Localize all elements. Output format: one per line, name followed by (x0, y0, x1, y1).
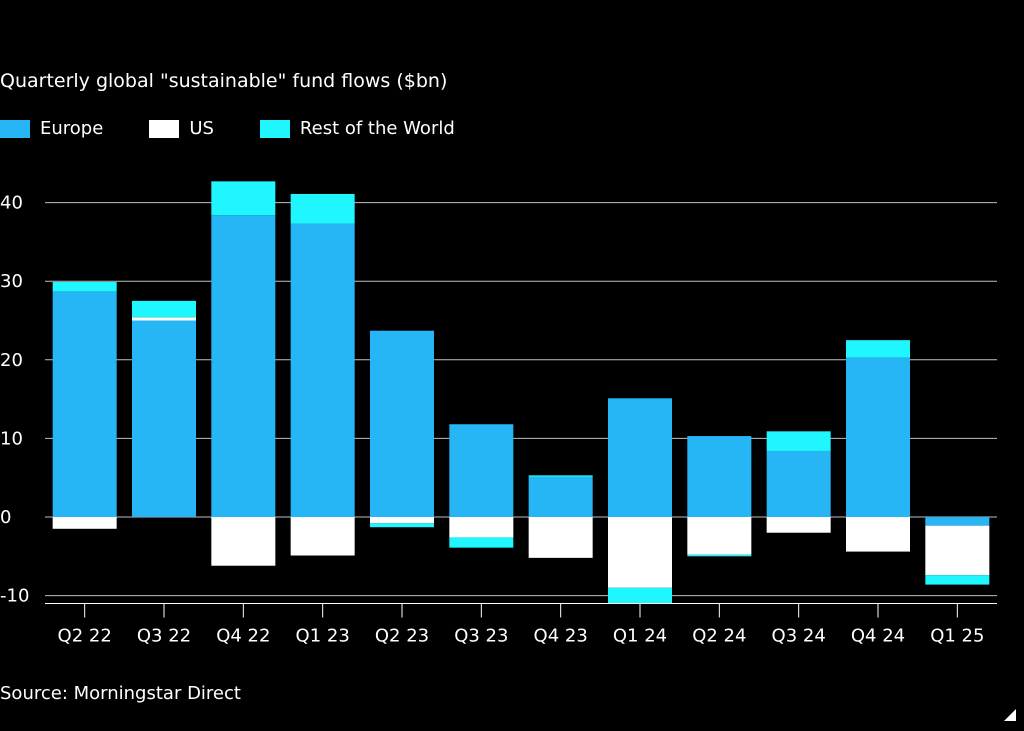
bar-us (687, 517, 752, 555)
x-tick-label: Q1 25 (930, 625, 984, 646)
legend-label-us: US (189, 118, 214, 139)
bar-europe (52, 291, 117, 517)
bar-europe (449, 424, 514, 517)
legend-item-rest-of-world: Rest of the World (259, 118, 455, 139)
y-tick-label: 10 (0, 428, 23, 449)
source-note: Source: Morningstar Direct (0, 683, 241, 704)
legend-item-europe: Europe (0, 118, 103, 139)
x-tick-label: Q2 23 (375, 625, 429, 646)
legend-swatch-us (149, 119, 180, 138)
bar-rest-of-the-world (608, 587, 672, 604)
bar-rest-of-the-world (687, 554, 752, 557)
bar-rest-of-the-world (449, 537, 514, 548)
bar-rest-of-the-world (52, 281, 117, 292)
y-tick-label: -10 (0, 586, 29, 607)
bar-rest-of-the-world (211, 181, 276, 216)
bar-rest-of-the-world (925, 575, 990, 585)
x-tick-label: Q3 24 (772, 625, 826, 646)
bar-us (528, 517, 593, 558)
y-tick-label: 40 (0, 193, 23, 214)
bar-europe (211, 215, 276, 517)
legend-item-us: US (149, 118, 214, 139)
axes: -10 0 10 20 30 40 Q2 22 Q3 22 Q4 22 Q1 23 Q2 23 Q3 … (0, 193, 997, 646)
bar-rest-of-the-world (370, 523, 434, 528)
bar-rest-of-the-world (528, 475, 593, 477)
bars (52, 181, 990, 604)
chart-plot: -10 0 10 20 30 40 Q2 22 Q3 22 Q4 22 Q1 23 Q2 23 Q3 … (0, 181, 997, 646)
x-tick-label: Q3 23 (454, 625, 508, 646)
bar-europe (608, 398, 672, 517)
bar-europe (370, 330, 434, 517)
bar-rest-of-the-world (290, 193, 355, 224)
x-tick-label: Q4 23 (534, 625, 588, 646)
x-tick-label: Q4 24 (851, 625, 905, 646)
y-tick-label: 20 (0, 350, 23, 371)
bar-europe (766, 450, 831, 517)
x-tick-label: Q1 24 (613, 625, 667, 646)
legend: Europe US Rest of the World (0, 118, 501, 139)
bar-europe (925, 517, 990, 526)
bar-us (370, 517, 434, 524)
bar-us (925, 525, 990, 576)
bar-rest-of-the-world (846, 340, 910, 358)
bar-us (846, 517, 910, 552)
resize-corner-icon (1004, 709, 1016, 721)
bar-europe (290, 223, 355, 517)
legend-swatch-europe (0, 119, 30, 138)
x-tick-label: Q1 23 (296, 625, 350, 646)
bar-europe (687, 436, 752, 517)
bar-europe (132, 320, 196, 517)
bar-europe (846, 357, 910, 517)
gridlines (45, 202, 997, 597)
y-tick-label: 30 (0, 271, 23, 292)
bar-europe (528, 476, 593, 517)
chart-title: Quarterly global "sustainable" fund flow… (0, 70, 448, 92)
bar-us (449, 517, 514, 538)
bar-us (290, 517, 355, 556)
bar-rest-of-the-world (132, 300, 196, 318)
x-tick-label: Q2 22 (58, 625, 112, 646)
x-tick-label: Q4 22 (216, 625, 270, 646)
bar-rest-of-the-world (766, 431, 831, 451)
bar-us (211, 517, 276, 566)
x-tick-label: Q3 22 (137, 625, 191, 646)
y-tick-label: 0 (0, 507, 11, 528)
bar-us (608, 517, 672, 588)
bar-us (766, 517, 831, 533)
bar-us (132, 317, 196, 321)
legend-label-rest-of-world: Rest of the World (299, 118, 455, 139)
bar-us (52, 517, 117, 529)
x-tick-label: Q2 24 (692, 625, 746, 646)
legend-swatch-rest-of-world (259, 119, 290, 138)
legend-label-europe: Europe (40, 118, 104, 139)
